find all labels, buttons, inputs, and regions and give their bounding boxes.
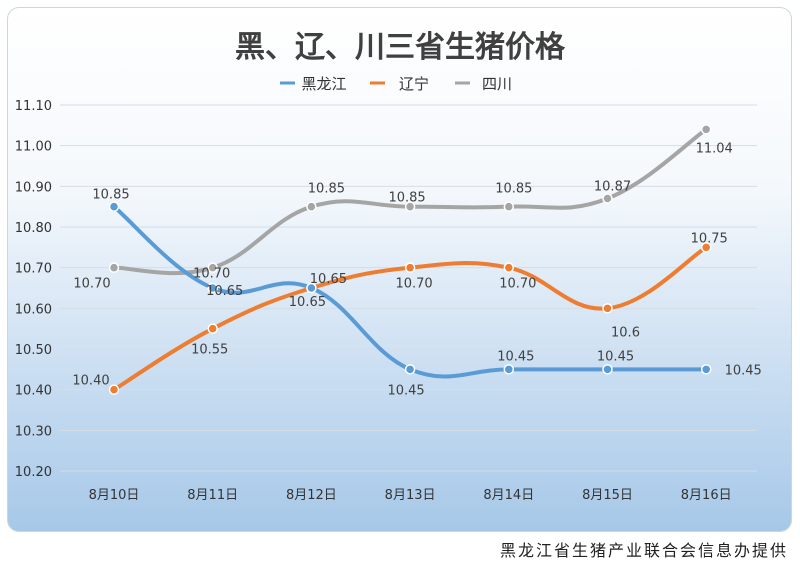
- x-tick-label: 8月15日: [582, 488, 633, 503]
- legend-label-liaoning: 辽宁: [399, 75, 429, 93]
- data-point-heilongjiang: [503, 364, 515, 375]
- data-label-heilongjiang: 10.45: [597, 349, 634, 364]
- data-point-liaoning: [503, 262, 515, 273]
- x-tick-label: 8月16日: [681, 488, 732, 503]
- data-point-heilongjiang: [700, 364, 712, 375]
- data-point-sichuan: [503, 201, 515, 212]
- data-label-sichuan: 10.85: [308, 182, 345, 197]
- x-tick-label: 8月13日: [385, 488, 436, 503]
- data-points: [108, 124, 712, 395]
- data-point-heilongjiang: [108, 201, 120, 212]
- data-label-heilongjiang: 10.65: [289, 295, 326, 310]
- y-tick-label: 10.40: [15, 384, 52, 399]
- gridlines: [60, 104, 757, 472]
- y-tick-label: 11.00: [15, 140, 52, 155]
- chart-title: 黑、辽、川三省生猪价格: [235, 30, 566, 65]
- x-tick-label: 8月12日: [286, 488, 337, 503]
- source-note: 黑龙江省生猪产业联合会信息办提供: [499, 541, 788, 560]
- data-point-liaoning: [207, 323, 218, 334]
- data-point-liaoning: [108, 384, 120, 395]
- data-point-liaoning: [404, 262, 416, 273]
- data-label-liaoning: 10.70: [395, 277, 432, 292]
- y-tick-label: 10.60: [15, 302, 52, 317]
- data-point-sichuan: [207, 262, 218, 273]
- data-label-sichuan: 10.70: [73, 277, 110, 292]
- data-label-sichuan: 10.85: [388, 191, 425, 206]
- data-label-liaoning: 10.6: [611, 325, 640, 340]
- legend-label-sichuan: 四川: [482, 75, 512, 93]
- y-tick-label: 10.70: [15, 262, 52, 277]
- data-point-sichuan: [404, 201, 416, 212]
- data-label-liaoning: 10.75: [691, 231, 728, 246]
- data-labels: 10.85 10.65 10.65 10.45 10.45 10.45 10.45 10.40…: [72, 141, 761, 398]
- y-tick-label: 10.90: [15, 180, 52, 195]
- data-point-heilongjiang: [602, 364, 613, 375]
- data-point-heilongjiang: [404, 364, 416, 375]
- x-tick-label: 8月10日: [89, 488, 140, 503]
- data-point-sichuan: [602, 193, 613, 204]
- y-tick-label: 10.50: [15, 343, 52, 358]
- data-label-sichuan: 10.87: [594, 180, 631, 195]
- data-point-sichuan: [306, 201, 317, 212]
- data-label-heilongjiang: 10.65: [206, 284, 243, 299]
- data-label-liaoning: 10.70: [499, 277, 536, 292]
- data-label-heilongjiang: 10.45: [497, 349, 534, 364]
- x-tick-label: 8月14日: [483, 488, 534, 503]
- data-point-liaoning: [602, 303, 613, 314]
- data-label-liaoning: 10.40: [72, 374, 109, 389]
- data-label-heilongjiang: 10.85: [92, 188, 129, 203]
- legend-label-heilongjiang: 黑龙江: [301, 75, 346, 93]
- x-tick-label: 8月11日: [187, 488, 238, 503]
- data-label-heilongjiang: 10.45: [387, 383, 424, 398]
- data-label-sichuan: 10.70: [193, 267, 230, 282]
- data-point-sichuan: [108, 262, 120, 273]
- data-label-sichuan: 10.85: [495, 182, 532, 197]
- data-label-sichuan: 11.04: [696, 141, 733, 156]
- data-label-liaoning: 10.65: [310, 272, 347, 287]
- y-tick-label: 11.10: [15, 99, 52, 114]
- data-label-liaoning: 10.55: [191, 343, 228, 358]
- line-chart: 黑、辽、川三省生猪价格 黑龙江 辽宁 四川 10.2010.3010.4010.…: [15, 30, 762, 503]
- y-tick-label: 10.80: [15, 221, 52, 236]
- data-point-heilongjiang: [306, 282, 317, 294]
- axis-ticks: 10.20 10.30 10.40 10.50 10.60 10.70 10.80 10.90…: [15, 99, 732, 503]
- data-label-heilongjiang: 10.45: [725, 363, 762, 378]
- data-point-liaoning: [700, 242, 712, 253]
- data-point-heilongjiang: [207, 282, 218, 294]
- y-tick-label: 10.30: [15, 424, 52, 439]
- y-tick-label: 10.20: [15, 465, 52, 480]
- data-point-sichuan: [700, 124, 712, 135]
